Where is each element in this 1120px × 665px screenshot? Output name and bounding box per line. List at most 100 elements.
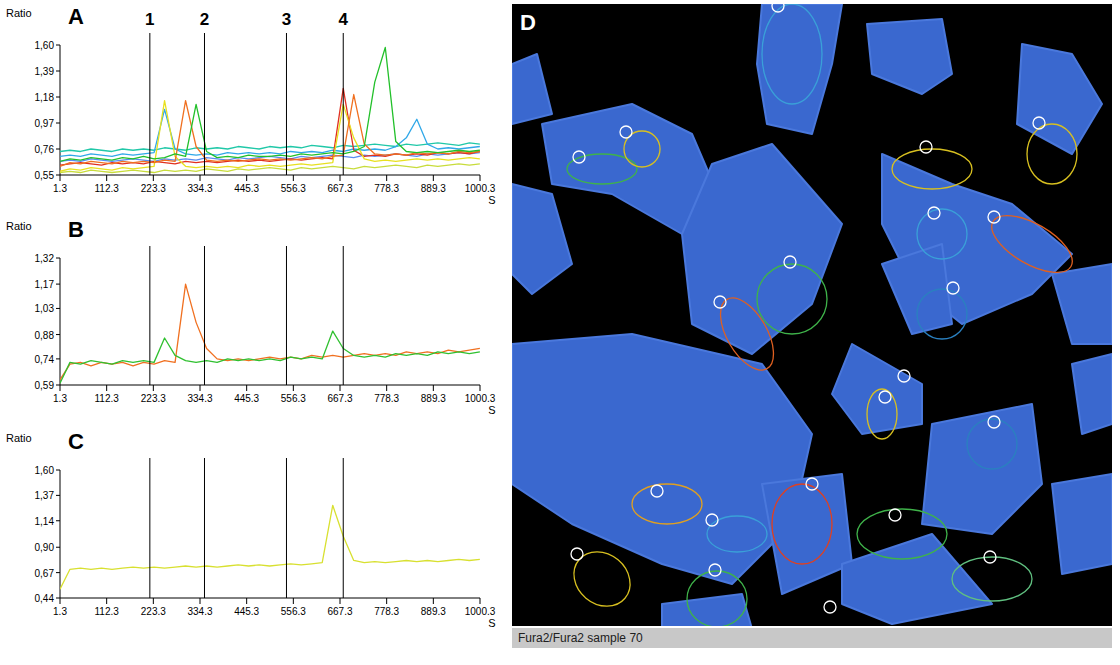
x-tick: [200, 175, 201, 181]
trace: [60, 88, 480, 165]
marker-line: [343, 246, 344, 385]
plot-area: [60, 505, 480, 589]
cell: [922, 404, 1042, 534]
roi-marker: [620, 126, 632, 138]
y-tick-label: 1,32: [35, 253, 55, 264]
marker-line: [204, 458, 205, 598]
y-tick: [56, 470, 60, 471]
x-tick-label: 445.3: [234, 393, 259, 404]
x-axis-line: [60, 598, 480, 599]
roi-marker: [879, 391, 891, 403]
y-tick: [56, 258, 60, 259]
roi-outline: [757, 264, 827, 334]
cell: [682, 144, 842, 354]
chart-panel: CRatioS0,440,670,901,141,371,601.3112.32…: [6, 429, 496, 629]
panel-letter: B: [68, 217, 84, 242]
x-axis-line: [60, 175, 480, 176]
y-tick-label: 1,03: [35, 303, 55, 314]
chart-panel: BRatioS0,590,740,881,031,171,321.3112.32…: [6, 217, 496, 416]
y-tick-label: 0,97: [35, 118, 55, 129]
y-tick: [56, 334, 60, 335]
y-axis-title: Ratio: [6, 7, 32, 19]
x-tick-label: 223.3: [141, 606, 166, 617]
y-tick: [56, 520, 60, 521]
marker-line: [204, 246, 205, 385]
x-tick-label: 1000.3: [465, 183, 496, 194]
trace: [60, 143, 480, 152]
roi-marker: [714, 296, 726, 308]
marker-label: 3: [282, 10, 291, 29]
figure: ARatioS0,550,760,971,181,391,601.3112.32…: [0, 0, 1120, 665]
y-tick: [56, 572, 60, 573]
x-tick: [433, 175, 434, 181]
y-tick-label: 0,67: [35, 568, 55, 579]
trace: [60, 95, 480, 167]
x-tick-label: 445.3: [234, 183, 259, 194]
marker-line: [286, 458, 287, 598]
roi-outline: [917, 209, 967, 259]
y-tick-label: 1,39: [35, 66, 55, 77]
cell: [512, 184, 572, 294]
cell: [512, 54, 552, 124]
y-tick-label: 0,44: [35, 593, 55, 604]
background: [0, 0, 1120, 665]
x-tick-label: 1.3: [53, 183, 67, 194]
y-tick: [56, 547, 60, 548]
plot-area: [60, 284, 480, 383]
x-tick: [480, 175, 481, 181]
marker-line: [286, 246, 287, 385]
x-tick-label: 556.3: [281, 393, 306, 404]
roi-marker: [784, 256, 796, 268]
trace: [60, 47, 480, 161]
y-tick-label: 0,88: [35, 330, 55, 341]
marker-label: 1: [145, 10, 154, 29]
x-tick: [246, 175, 247, 181]
y-tick-label: 0,59: [35, 380, 55, 391]
y-tick: [56, 598, 60, 599]
y-tick: [56, 284, 60, 285]
y-axis-line: [60, 470, 61, 598]
image-content: [512, 4, 1112, 626]
x-tick: [246, 598, 247, 604]
roi-outline: [762, 4, 822, 104]
x-axis-title: S: [488, 617, 495, 629]
x-tick-label: 778.3: [374, 393, 399, 404]
roi-marker: [988, 211, 1000, 223]
roi-outline: [710, 289, 785, 378]
x-tick-label: 112.3: [95, 393, 120, 404]
x-tick-label: 556.3: [281, 606, 306, 617]
image-background: [512, 4, 1112, 626]
y-tick-label: 0,90: [35, 542, 55, 553]
x-tick: [293, 175, 294, 181]
x-tick-label: 667.3: [327, 606, 352, 617]
x-axis-line: [60, 385, 480, 386]
roi-marker: [772, 4, 784, 12]
roi-outline: [917, 289, 967, 339]
x-tick: [200, 598, 201, 604]
x-tick: [480, 385, 481, 391]
x-tick: [153, 385, 154, 391]
roi-outline: [1027, 124, 1077, 184]
x-tick-label: 1000.3: [465, 606, 496, 617]
y-axis-title: Ratio: [6, 220, 32, 232]
x-tick: [386, 175, 387, 181]
y-tick: [56, 495, 60, 496]
roi-marker: [889, 509, 901, 521]
x-tick: [60, 385, 61, 391]
marker-line: [286, 33, 287, 175]
y-tick: [56, 149, 60, 150]
x-tick: [106, 598, 107, 604]
marker-label: 2: [200, 10, 209, 29]
x-tick-label: 112.3: [95, 606, 120, 617]
x-tick: [293, 598, 294, 604]
roi-outline: [857, 509, 947, 559]
roi-outline: [632, 484, 702, 524]
x-tick-label: 1.3: [53, 606, 67, 617]
y-tick: [56, 385, 60, 386]
x-tick: [340, 598, 341, 604]
roi-marker: [651, 485, 663, 497]
x-tick-label: 889.3: [421, 606, 446, 617]
panel-letter: A: [68, 4, 84, 29]
x-tick-label: 334.3: [187, 183, 212, 194]
roi-marker: [984, 551, 996, 563]
